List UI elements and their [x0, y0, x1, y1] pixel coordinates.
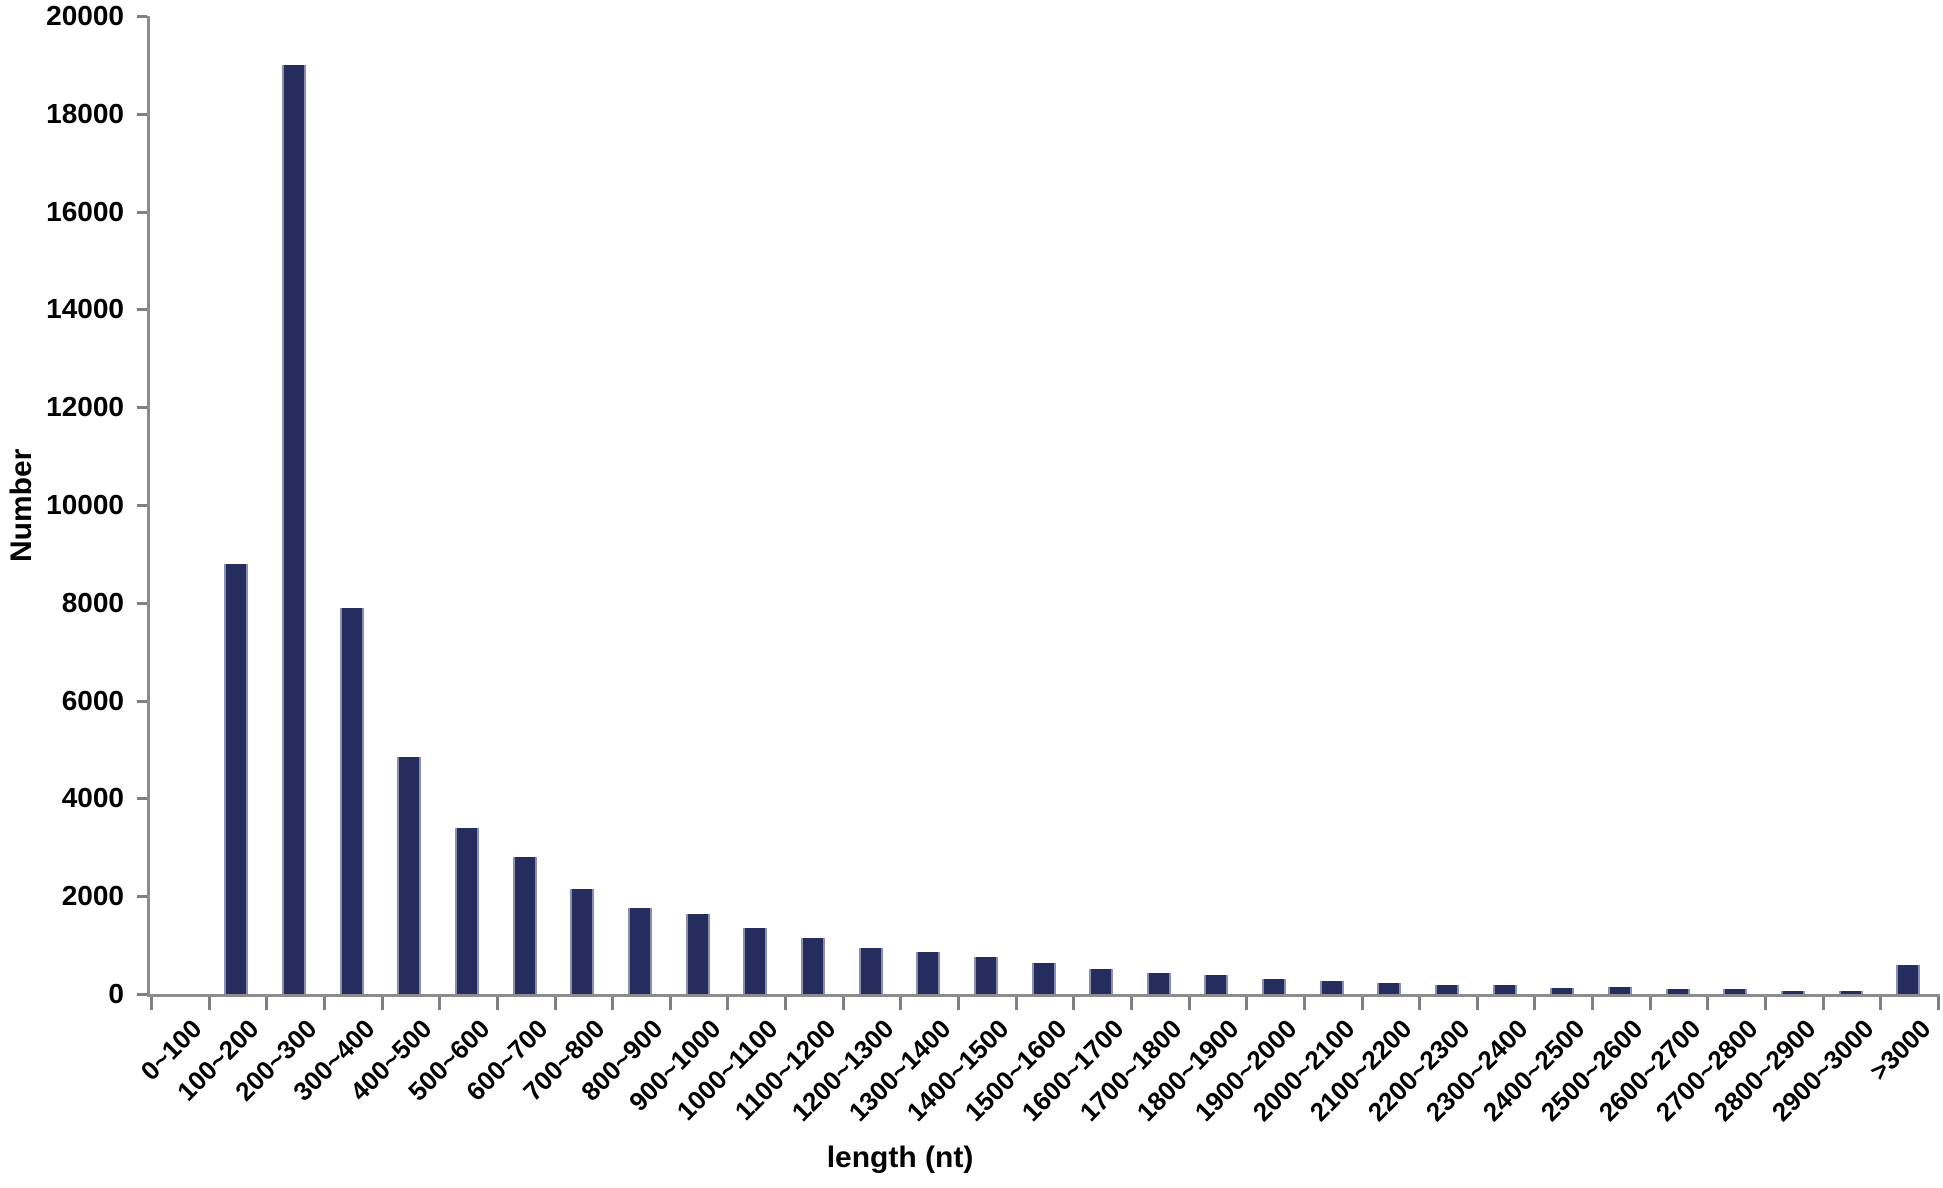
bar — [1377, 982, 1402, 994]
bar — [973, 957, 998, 994]
y-tick-label: 2000 — [61, 880, 124, 912]
bar — [570, 888, 595, 994]
bar — [339, 607, 364, 994]
bar — [1089, 968, 1114, 994]
x-axis-tick — [1591, 997, 1595, 1010]
x-axis-tick — [1129, 997, 1133, 1010]
x-axis-tick — [668, 997, 672, 1010]
y-tick-label: 18000 — [46, 97, 124, 129]
x-axis-tick — [1764, 997, 1768, 1010]
bar — [1896, 964, 1921, 994]
bar — [1838, 991, 1863, 994]
bar — [743, 928, 768, 994]
y-axis-tick — [137, 15, 147, 18]
x-axis-tick — [1187, 997, 1191, 1010]
x-axis-tick — [495, 997, 499, 1010]
y-tick-label: 8000 — [61, 586, 124, 618]
x-axis-tick — [380, 997, 384, 1010]
bar — [1031, 962, 1056, 994]
bar — [800, 938, 825, 994]
bar — [916, 952, 941, 994]
x-axis-tick — [1475, 997, 1479, 1010]
x-axis-tick — [1360, 997, 1364, 1010]
x-axis-tick — [611, 997, 615, 1010]
bar — [1262, 978, 1287, 994]
x-axis-tick — [1418, 997, 1422, 1010]
y-tick-label: 6000 — [61, 684, 124, 716]
bar — [858, 947, 883, 994]
x-axis-tick — [438, 997, 442, 1010]
y-tick-label: 16000 — [46, 195, 124, 227]
y-axis-tick — [137, 308, 147, 312]
x-axis-tick — [1072, 997, 1076, 1010]
x-axis-tick — [899, 997, 903, 1010]
y-axis-line — [147, 16, 150, 997]
x-axis-tick — [1302, 997, 1306, 1010]
y-tick-label: 12000 — [46, 391, 124, 423]
y-axis-tick — [137, 210, 147, 214]
y-axis-tick — [137, 601, 147, 605]
bar — [1492, 985, 1517, 994]
bar — [224, 563, 249, 994]
x-axis-tick — [726, 997, 730, 1010]
x-axis-tick — [1648, 997, 1652, 1010]
x-axis-tick — [841, 997, 845, 1010]
bar — [1780, 990, 1805, 994]
y-axis-tick — [137, 993, 147, 996]
x-axis-tick — [1706, 997, 1710, 1010]
x-axis-tick — [553, 997, 557, 1010]
x-axis-tick — [322, 997, 326, 1010]
x-axis-tick — [1245, 997, 1249, 1010]
bar — [685, 914, 710, 994]
x-axis-tick — [784, 997, 788, 1010]
y-axis-tick — [137, 112, 147, 116]
y-tick-label: 14000 — [46, 293, 124, 325]
x-axis-tick — [1879, 997, 1883, 1010]
x-axis-line — [147, 994, 1940, 997]
y-axis-tick — [137, 895, 147, 899]
y-tick-label: 10000 — [46, 489, 124, 520]
x-axis-tick — [207, 997, 211, 1010]
y-tick-label: 4000 — [61, 782, 124, 814]
y-axis-tick — [137, 504, 147, 507]
x-axis-tick — [1937, 997, 1940, 1010]
y-axis-tick — [137, 699, 147, 703]
x-axis-tick — [957, 997, 961, 1010]
bar — [1319, 980, 1344, 994]
bar — [1723, 989, 1748, 994]
bar — [1550, 988, 1575, 994]
y-tick-label: 0 — [108, 978, 124, 1009]
bar — [1204, 974, 1229, 994]
bar — [397, 756, 422, 994]
bar — [282, 64, 307, 994]
bar — [1607, 987, 1632, 994]
x-axis-tick — [1533, 997, 1537, 1010]
y-axis-tick — [137, 797, 147, 801]
bar — [455, 827, 480, 994]
bar — [627, 907, 652, 994]
x-axis-tick — [1821, 997, 1825, 1010]
bar — [1665, 989, 1690, 994]
bar — [1146, 972, 1171, 994]
y-tick-label: 20000 — [46, 0, 124, 31]
x-axis-tick — [1014, 997, 1018, 1010]
bar — [1435, 984, 1460, 994]
bar — [512, 857, 537, 994]
x-axis-title: length (nt) — [826, 1141, 974, 1174]
y-axis-tick — [137, 406, 147, 410]
x-axis-tick — [265, 997, 269, 1010]
x-axis-tick — [150, 997, 153, 1010]
